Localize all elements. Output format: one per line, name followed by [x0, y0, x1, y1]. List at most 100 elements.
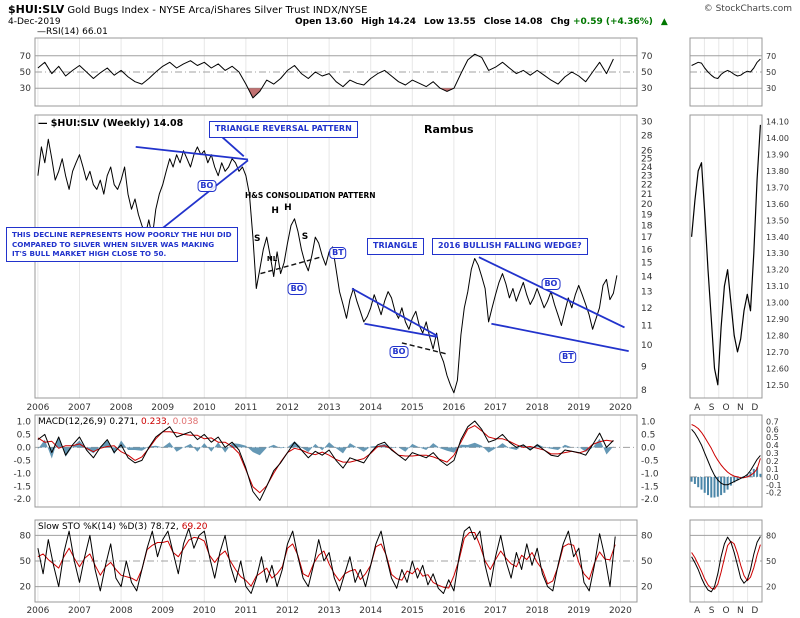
- svg-text:13.00: 13.00: [766, 299, 789, 308]
- sto-title: Slow STO %K(14) %D(3) 78.72, 69.20: [38, 522, 211, 532]
- price-title: — $HUI:SLV (Weekly) 14.08: [38, 118, 186, 129]
- svg-text:-1.0: -1.0: [641, 469, 659, 479]
- svg-text:2012: 2012: [276, 403, 299, 413]
- low-value: 13.55: [447, 17, 476, 27]
- macd-title: MACD(12,26,9) 0.271, 0.233, 0.038: [38, 417, 201, 427]
- svg-text:12.50: 12.50: [766, 381, 789, 390]
- svg-text:2013: 2013: [318, 606, 341, 616]
- svg-text:30: 30: [641, 118, 653, 128]
- svg-text:2017: 2017: [484, 606, 507, 616]
- svg-text:70: 70: [20, 52, 32, 62]
- svg-text:-0.5: -0.5: [13, 456, 31, 466]
- chart-header: $HUI:SLV Gold Bugs Index - NYSE Arca/iSh…: [8, 3, 367, 16]
- svg-text:2018: 2018: [526, 403, 549, 413]
- svg-text:14.00: 14.00: [766, 134, 789, 143]
- macd-line: [37, 420, 614, 501]
- svg-text:30: 30: [20, 84, 32, 94]
- price-inset-line: [691, 124, 761, 386]
- svg-text:2015: 2015: [401, 403, 424, 413]
- svg-text:50: 50: [20, 557, 32, 567]
- sto-k-line: [37, 526, 616, 594]
- svg-text:12: 12: [641, 304, 652, 314]
- macd-signal-line: [37, 425, 614, 494]
- svg-text:50: 50: [766, 68, 776, 77]
- svg-text:2020: 2020: [609, 606, 632, 616]
- close-label: Close: [483, 17, 512, 27]
- svg-text:2015: 2015: [401, 606, 424, 616]
- low-label: Low: [424, 17, 445, 27]
- svg-text:0.7: 0.7: [766, 417, 779, 426]
- svg-text:2017: 2017: [484, 403, 507, 413]
- svg-text:50: 50: [20, 68, 32, 78]
- svg-text:2013: 2013: [318, 403, 341, 413]
- svg-text:12.70: 12.70: [766, 348, 789, 357]
- svg-text:N: N: [737, 606, 744, 616]
- svg-text:2006: 2006: [26, 403, 49, 413]
- macd-line-value: 0.271,: [109, 417, 138, 427]
- svg-text:-1.5: -1.5: [13, 482, 31, 492]
- rsi-title-value: 66.01: [82, 27, 108, 37]
- svg-text:20: 20: [641, 200, 653, 210]
- rsi-title: —RSI(14) 66.01: [37, 27, 111, 37]
- chg-value: +0.59 (+4.36%): [573, 17, 653, 27]
- svg-text:2007: 2007: [68, 403, 91, 413]
- svg-text:2018: 2018: [526, 606, 549, 616]
- high-value: 14.24: [387, 17, 417, 27]
- svg-text:13.20: 13.20: [766, 266, 789, 275]
- svg-text:O: O: [722, 606, 729, 616]
- svg-text:13.40: 13.40: [766, 233, 789, 242]
- svg-text:2009: 2009: [151, 403, 174, 413]
- svg-text:20: 20: [766, 583, 776, 592]
- sto-panel: 80 50 20 80 50 20: [20, 519, 653, 603]
- svg-text:2008: 2008: [110, 403, 133, 413]
- svg-text:-1.5: -1.5: [641, 482, 659, 492]
- svg-text:2014: 2014: [359, 403, 382, 413]
- rsi-inset-line: [691, 58, 761, 79]
- copyright: © StockCharts.com: [703, 4, 792, 14]
- svg-text:0.3: 0.3: [766, 449, 779, 458]
- svg-text:18: 18: [641, 222, 653, 232]
- sto-title-label: Slow STO %K(14) %D(3): [38, 522, 148, 532]
- macd-inset-line: [691, 428, 761, 486]
- svg-text:13.50: 13.50: [766, 216, 789, 225]
- macd-inset-panel: 0.70.60.50.40.30.20.10.0-0.1-0.2: [689, 414, 782, 508]
- price-title-label: — $HUI:SLV (Weekly): [38, 118, 151, 129]
- svg-text:2006: 2006: [26, 606, 49, 616]
- chg-label: Chg: [550, 17, 570, 27]
- price-line: [37, 138, 618, 394]
- symbol-description: Gold Bugs Index - NYSE Arca/iShares Silv…: [67, 5, 368, 16]
- svg-text:-2.0: -2.0: [641, 495, 659, 505]
- macd-hist-value: 0.038: [172, 417, 199, 427]
- up-arrow-icon: ▲: [660, 17, 668, 27]
- rsi-title-label: —RSI(14): [37, 27, 80, 37]
- svg-text:80: 80: [20, 531, 32, 541]
- svg-text:2011: 2011: [234, 606, 257, 616]
- svg-text:-1.0: -1.0: [13, 469, 31, 479]
- svg-text:N: N: [737, 403, 744, 413]
- svg-text:O: O: [722, 403, 729, 413]
- svg-text:2008: 2008: [110, 606, 133, 616]
- svg-text:12.60: 12.60: [766, 364, 789, 373]
- svg-text:D: D: [751, 403, 758, 413]
- svg-text:14.10: 14.10: [766, 118, 789, 127]
- svg-text:2019: 2019: [567, 403, 590, 413]
- svg-text:2007: 2007: [68, 606, 91, 616]
- svg-text:2016: 2016: [442, 606, 465, 616]
- svg-text:A: A: [694, 606, 701, 616]
- price-title-value: 14.08: [153, 118, 184, 129]
- x-axis-labels: 2006 2006 2007 2007 2008 2008 2009 2009 2010 2010…: [26, 403, 758, 616]
- svg-text:23: 23: [641, 172, 652, 182]
- svg-text:-0.1: -0.1: [766, 481, 782, 490]
- sto-inset-panel: 80 50 20: [689, 519, 776, 603]
- svg-text:9: 9: [641, 362, 647, 372]
- svg-text:30: 30: [766, 84, 776, 93]
- sto-d-line: [37, 532, 616, 589]
- svg-text:S: S: [709, 606, 715, 616]
- macd-inset-signal-line: [691, 424, 761, 479]
- svg-text:0.5: 0.5: [641, 430, 655, 440]
- chart-date: 4-Dec-2019: [8, 17, 61, 27]
- svg-text:2020: 2020: [609, 403, 632, 413]
- close-value: 14.08: [514, 17, 543, 27]
- open-label: Open: [295, 17, 322, 27]
